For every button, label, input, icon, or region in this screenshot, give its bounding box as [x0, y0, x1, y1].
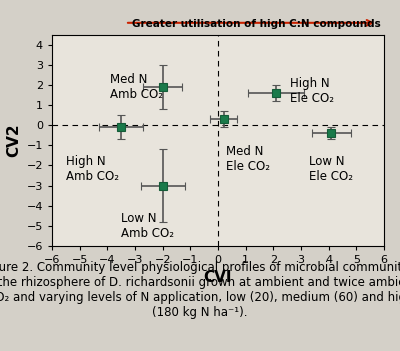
Text: Low N
Ele CO₂: Low N Ele CO₂ [309, 155, 353, 184]
Text: High N
Amb CO₂: High N Amb CO₂ [66, 155, 119, 184]
Text: Med N
Ele CO₂: Med N Ele CO₂ [226, 145, 270, 173]
X-axis label: CVI: CVI [204, 270, 232, 285]
Text: Figure 2. Community level physiological profiles of microbial communities
in the: Figure 2. Community level physiological … [0, 261, 400, 319]
Text: High N
Ele CO₂: High N Ele CO₂ [290, 77, 334, 105]
Y-axis label: CV2: CV2 [6, 124, 21, 157]
Text: Greater utilisation of high C:N compounds: Greater utilisation of high C:N compound… [132, 19, 380, 29]
Text: Med N
Amb CO₂: Med N Amb CO₂ [110, 73, 163, 101]
Text: Low N
Amb CO₂: Low N Amb CO₂ [121, 212, 174, 240]
